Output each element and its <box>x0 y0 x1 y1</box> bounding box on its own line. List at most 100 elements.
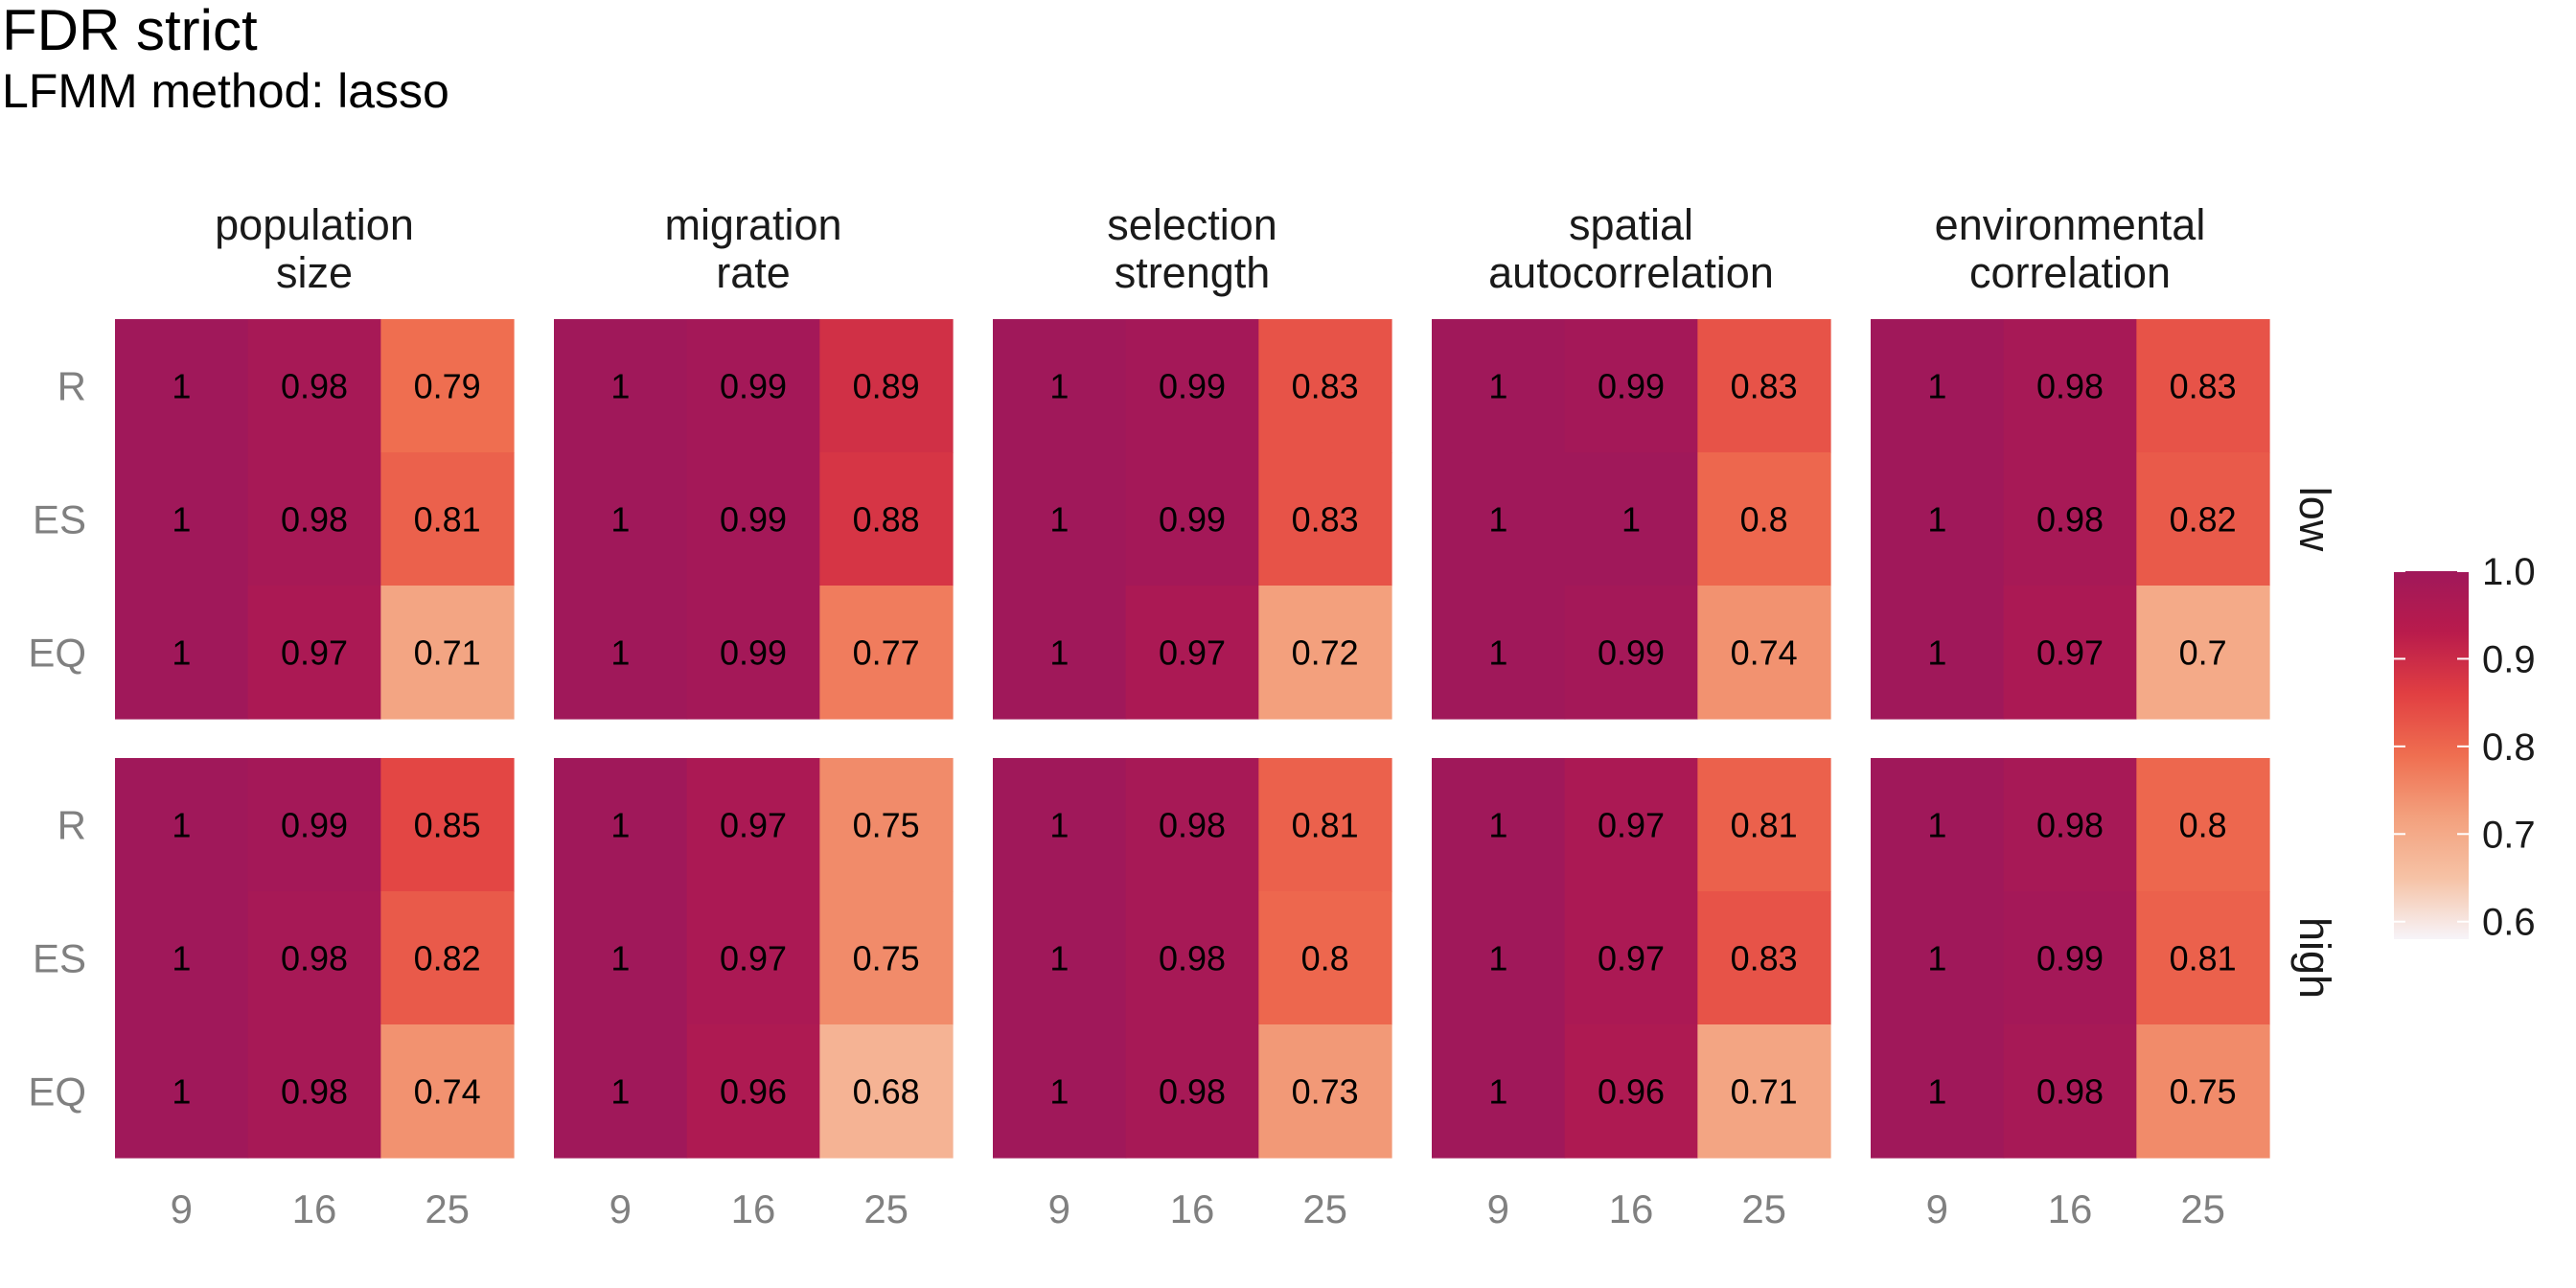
heatmap-cell <box>1258 452 1392 586</box>
cell-value-label: 0.99 <box>1598 633 1665 673</box>
heatmap-cell <box>1125 891 1259 1025</box>
heatmap-cell <box>2003 452 2137 586</box>
heatmap-cell <box>1697 452 1831 586</box>
cell-value-label: 0.98 <box>1159 939 1226 978</box>
heatmap-cell <box>1871 452 2005 586</box>
cell-value-label: 1 <box>1049 806 1069 845</box>
x-tick-label: 16 <box>731 1186 776 1231</box>
heatmap-cell <box>1697 1024 1831 1159</box>
facet-column-label: size <box>276 248 353 297</box>
heatmap-cell <box>1125 452 1259 586</box>
x-tick-label: 25 <box>863 1186 908 1231</box>
facet-row-label: low <box>2290 487 2339 552</box>
cell-value-label: 0.83 <box>1731 939 1798 978</box>
cell-value-label: 0.75 <box>853 806 920 845</box>
heatmap-cell <box>115 891 249 1025</box>
heatmap-cell <box>1697 758 1831 892</box>
heatmap-cell <box>1258 586 1392 720</box>
heatmap-cell <box>115 319 249 453</box>
heatmap-cell <box>1258 1024 1392 1159</box>
cell-value-label: 0.97 <box>281 633 348 673</box>
heatmap-cell <box>2136 452 2270 586</box>
x-tick-label: 16 <box>1170 1186 1215 1231</box>
heatmap-cell <box>1697 891 1831 1025</box>
cell-value-label: 0.89 <box>853 367 920 406</box>
facet-column-label: autocorrelation <box>1488 248 1774 297</box>
cell-value-label: 1 <box>1488 939 1507 978</box>
x-tick-label: 9 <box>1926 1186 1948 1231</box>
heatmap-cell <box>554 1024 688 1159</box>
cell-value-label: 0.81 <box>2170 939 2237 978</box>
facet-column-label: selection <box>1107 200 1277 249</box>
legend-color-bar <box>2394 571 2469 939</box>
cell-value-label: 1 <box>1927 939 1946 978</box>
x-tick-label: 25 <box>425 1186 470 1231</box>
heatmap-cell <box>2003 586 2137 720</box>
heatmap-cell <box>1564 319 1698 453</box>
cell-value-label: 0.71 <box>1731 1072 1798 1112</box>
facet-row-label: high <box>2290 917 2339 999</box>
cell-value-label: 1 <box>610 633 630 673</box>
y-tick-label: R <box>58 803 86 848</box>
cell-value-label: 1 <box>1927 1072 1946 1112</box>
heatmap-cell <box>247 319 381 453</box>
cell-value-label: 1 <box>1049 500 1069 540</box>
heatmap-cell <box>1258 319 1392 453</box>
cell-value-label: 1 <box>1927 806 1946 845</box>
cell-value-label: 1 <box>1488 1072 1507 1112</box>
heatmap-cell <box>686 1024 820 1159</box>
cell-value-label: 1 <box>1927 500 1946 540</box>
cell-value-label: 0.68 <box>853 1072 920 1112</box>
heatmap-cell <box>993 586 1127 720</box>
cell-value-label: 0.99 <box>720 633 787 673</box>
legend-tick-label: 0.9 <box>2482 638 2536 680</box>
cell-value-label: 1 <box>1622 500 1641 540</box>
cell-value-label: 0.97 <box>720 939 787 978</box>
heatmap-cell <box>819 1024 954 1159</box>
cell-value-label: 1 <box>172 500 191 540</box>
heatmap-cell <box>819 452 954 586</box>
cell-value-label: 0.98 <box>281 1072 348 1112</box>
heatmap-cell <box>993 891 1127 1025</box>
cell-value-label: 1 <box>610 500 630 540</box>
heatmap-cell <box>819 586 954 720</box>
cell-value-label: 1 <box>610 806 630 845</box>
heatmap-cell <box>2136 1024 2270 1159</box>
heatmap-cell <box>993 758 1127 892</box>
cell-value-label: 0.79 <box>414 367 481 406</box>
cell-value-label: 1 <box>1049 939 1069 978</box>
row-strip-labels: low high <box>2290 487 2339 999</box>
heatmap-cell <box>1125 586 1259 720</box>
heatmap-cell <box>819 758 954 892</box>
heatmap-cell <box>1871 758 2005 892</box>
heatmap-cell <box>686 891 820 1025</box>
x-tick-label: 16 <box>292 1186 337 1231</box>
heatmap-cell <box>1871 1024 2005 1159</box>
heatmap-cell <box>686 452 820 586</box>
cell-value-label: 0.88 <box>853 500 920 540</box>
cell-value-label: 0.81 <box>414 500 481 540</box>
heatmap-cell <box>1564 1024 1698 1159</box>
cell-value-label: 0.98 <box>2036 367 2104 406</box>
cell-value-label: 1 <box>610 1072 630 1112</box>
heatmap-cell <box>2136 891 2270 1025</box>
legend-tick-label: 0.7 <box>2482 814 2536 856</box>
heatmap-panels: 1 0.98 0.791 0.98 0.811 0.97 0.711 0.99 0.891 0.9… <box>115 319 2270 1159</box>
heatmap-cell <box>247 452 381 586</box>
cell-value-label: 0.8 <box>2179 806 2227 845</box>
x-tick-label: 16 <box>1609 1186 1654 1231</box>
cell-value-label: 0.98 <box>2036 1072 2104 1112</box>
cell-value-label: 0.82 <box>2170 500 2237 540</box>
cell-value-label: 0.75 <box>2170 1072 2237 1112</box>
heatmap-cell <box>247 891 381 1025</box>
cell-value-label: 0.8 <box>1301 939 1349 978</box>
heatmap-cell <box>686 319 820 453</box>
heatmap-cell <box>819 891 954 1025</box>
chart-subtitle: LFMM method: lasso <box>2 64 449 118</box>
x-tick-label: 9 <box>610 1186 632 1231</box>
heatmap-cell <box>1564 891 1698 1025</box>
heatmap-cell <box>1564 586 1698 720</box>
cell-value-label: 0.73 <box>1292 1072 1359 1112</box>
cell-value-label: 0.98 <box>281 939 348 978</box>
